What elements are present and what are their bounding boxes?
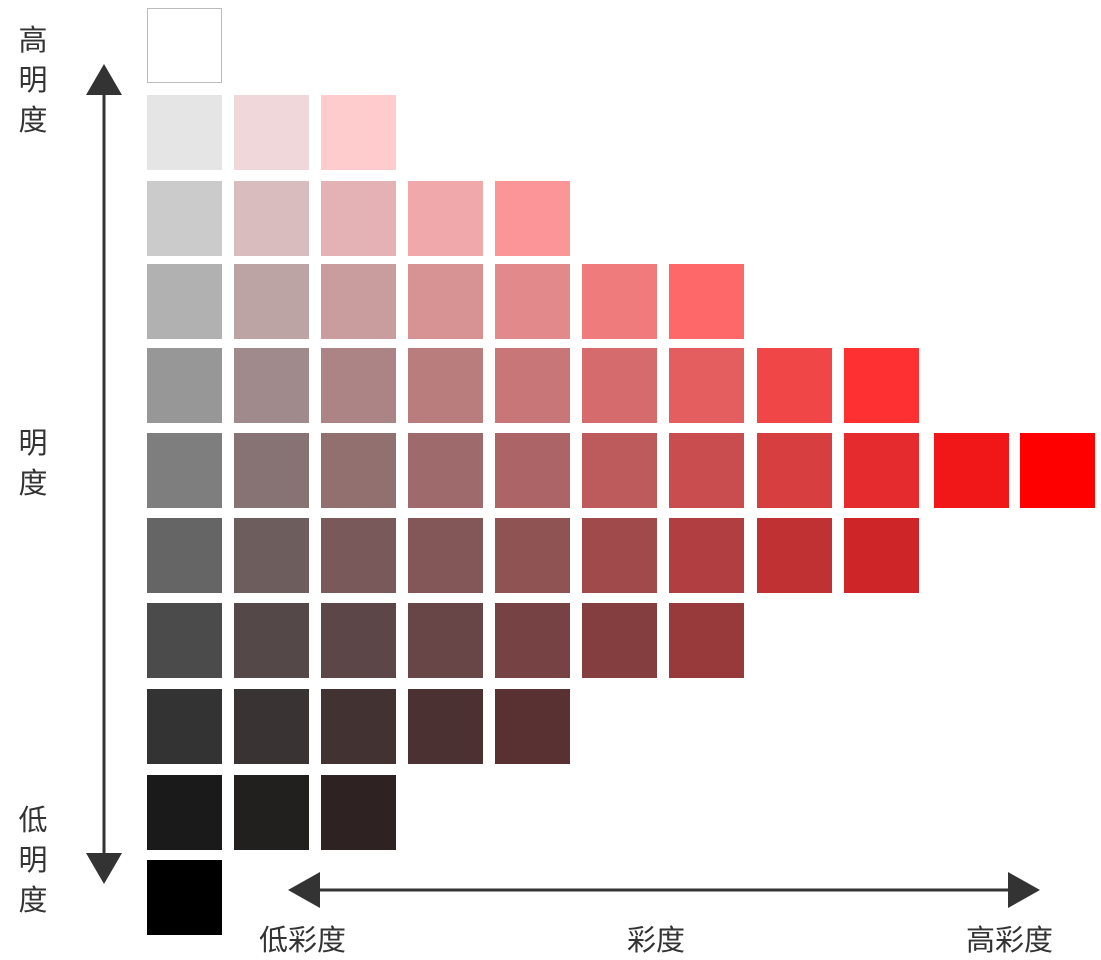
color-swatch	[495, 264, 570, 339]
color-swatch	[234, 348, 309, 423]
color-swatch	[234, 433, 309, 508]
color-swatch	[495, 433, 570, 508]
color-swatch	[321, 689, 396, 764]
color-swatch	[408, 518, 483, 593]
color-swatch	[147, 433, 222, 508]
low-saturation-label: 低彩度	[259, 923, 347, 957]
color-swatch	[321, 433, 396, 508]
color-swatch	[147, 348, 222, 423]
color-swatch	[582, 264, 657, 339]
color-swatch	[408, 603, 483, 678]
color-swatch	[582, 433, 657, 508]
color-swatch	[234, 603, 309, 678]
color-swatch	[495, 603, 570, 678]
color-swatch	[147, 860, 222, 935]
up-arrow-icon	[86, 64, 122, 95]
color-swatch	[582, 603, 657, 678]
color-swatch	[495, 181, 570, 256]
color-swatch	[757, 518, 832, 593]
saturation-label: 彩度	[627, 923, 686, 957]
color-swatch	[669, 433, 744, 508]
high-saturation-label: 高彩度	[966, 923, 1054, 957]
color-swatch	[408, 181, 483, 256]
color-swatch	[321, 95, 396, 170]
color-swatch	[147, 689, 222, 764]
color-swatch	[408, 689, 483, 764]
color-swatch	[234, 181, 309, 256]
down-arrow-icon	[86, 853, 122, 884]
color-swatch	[321, 181, 396, 256]
color-swatch	[408, 348, 483, 423]
color-swatch	[757, 348, 832, 423]
color-swatch	[234, 95, 309, 170]
color-swatch	[234, 775, 309, 850]
color-swatch	[147, 264, 222, 339]
color-swatch	[495, 689, 570, 764]
color-swatch	[844, 348, 919, 423]
color-swatch	[669, 603, 744, 678]
color-swatch	[934, 433, 1009, 508]
color-swatch	[234, 518, 309, 593]
color-swatch	[495, 518, 570, 593]
color-swatch	[321, 775, 396, 850]
color-swatch	[147, 95, 222, 170]
color-swatch	[582, 518, 657, 593]
color-swatch	[582, 348, 657, 423]
color-swatch	[147, 8, 222, 83]
color-swatch	[321, 264, 396, 339]
color-swatch	[1020, 433, 1095, 508]
color-swatch	[669, 518, 744, 593]
lightness-label: 明度	[18, 426, 48, 500]
color-swatch	[234, 689, 309, 764]
right-arrow-icon	[1008, 872, 1040, 908]
color-swatch	[408, 264, 483, 339]
color-swatch	[234, 264, 309, 339]
color-swatch	[669, 264, 744, 339]
low-lightness-label: 低明度	[18, 803, 48, 917]
high-lightness-label: 高明度	[18, 23, 48, 137]
color-swatch	[147, 181, 222, 256]
left-arrow-icon	[288, 872, 320, 908]
color-swatch	[321, 603, 396, 678]
color-swatch	[321, 348, 396, 423]
color-swatch	[844, 433, 919, 508]
color-swatch	[495, 348, 570, 423]
color-swatch	[844, 518, 919, 593]
color-swatch	[147, 603, 222, 678]
color-swatch	[669, 348, 744, 423]
color-swatch	[757, 433, 832, 508]
color-swatch	[408, 433, 483, 508]
color-swatch	[147, 775, 222, 850]
color-swatch	[321, 518, 396, 593]
color-swatch	[147, 518, 222, 593]
